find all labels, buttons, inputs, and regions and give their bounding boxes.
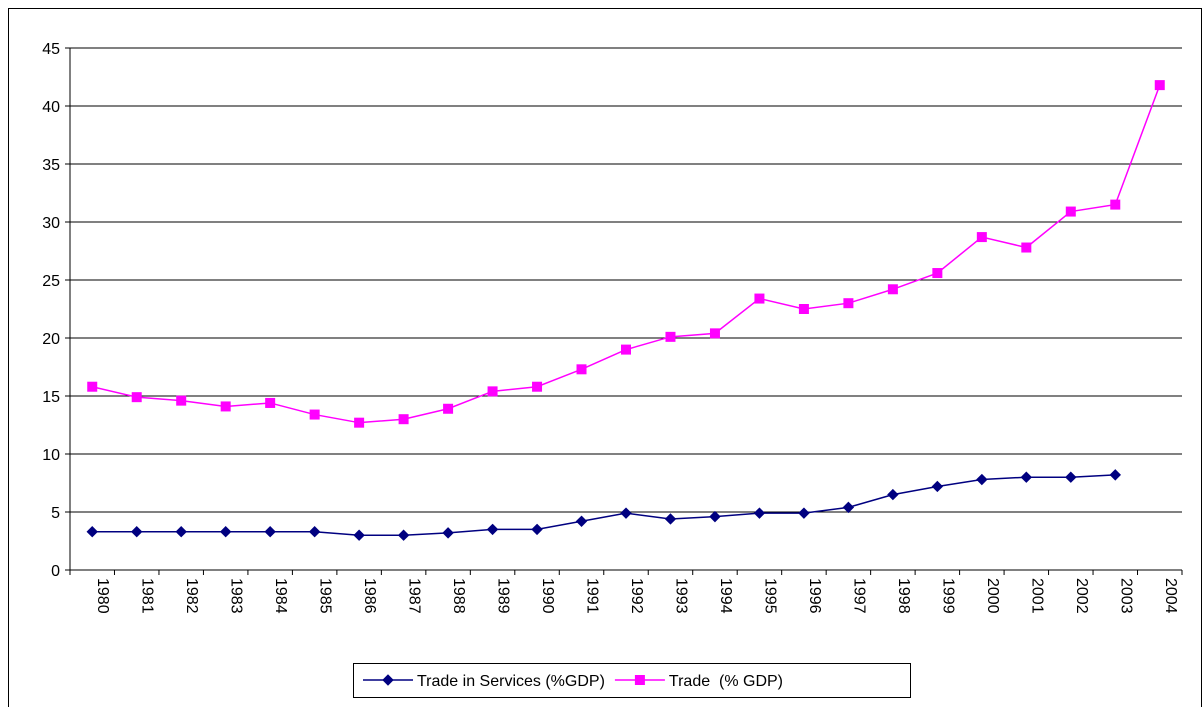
x-tick-label: 1998: [895, 578, 912, 614]
x-tick-label: 1993: [672, 578, 689, 614]
x-tick-label: 1992: [628, 578, 645, 614]
marker: [665, 331, 676, 342]
x-tick-label: 1982: [183, 578, 200, 614]
marker: [175, 526, 187, 538]
x-tick-label: 1986: [361, 578, 378, 614]
marker: [1021, 242, 1032, 253]
marker: [576, 364, 587, 375]
marker: [621, 344, 631, 355]
y-tick-label: 40: [42, 99, 60, 116]
marker: [131, 526, 143, 538]
x-tick-label: 1985: [317, 578, 334, 614]
marker: [1065, 471, 1077, 483]
x-tick-label: 1997: [850, 578, 867, 614]
y-tick-label: 10: [42, 447, 60, 464]
y-tick-label: 0: [51, 563, 60, 580]
y-tick-label: 20: [42, 331, 60, 348]
x-tick-label: 1991: [584, 578, 601, 614]
x-tick-label: 1981: [139, 578, 156, 614]
marker: [265, 397, 276, 408]
marker: [486, 523, 499, 536]
marker: [1020, 471, 1033, 483]
legend-label: Trade (% GDP): [669, 673, 783, 690]
chart-border: [8, 8, 1202, 712]
x-tick-label: 2001: [1028, 578, 1045, 614]
marker: [887, 488, 899, 501]
marker: [976, 473, 988, 486]
marker: [754, 293, 765, 304]
x-tick-label: 2000: [984, 578, 1001, 614]
legend-label: Trade in Services (%GDP): [417, 673, 605, 690]
x-tick-label: 1995: [761, 578, 778, 614]
x-tick-label: 1990: [539, 578, 556, 614]
marker: [382, 674, 394, 686]
marker: [264, 526, 276, 538]
marker: [664, 513, 677, 525]
marker: [86, 526, 98, 538]
series-line: [92, 474, 1116, 536]
x-tick-label: 1999: [939, 578, 956, 614]
marker: [308, 526, 321, 538]
marker: [1110, 199, 1121, 210]
x-tick-label: 1987: [406, 578, 423, 614]
marker: [1109, 469, 1121, 481]
marker: [532, 381, 543, 392]
marker: [709, 328, 720, 339]
y-tick-label: 5: [51, 505, 60, 522]
marker: [87, 381, 98, 392]
legend: Trade in Services (%GDP) Trade (% GDP): [353, 663, 911, 698]
marker: [443, 403, 454, 414]
marker: [1154, 80, 1165, 91]
marker: [575, 515, 588, 527]
marker: [976, 232, 987, 243]
marker: [887, 284, 898, 295]
marker: [353, 529, 365, 541]
y-tick-label: 15: [42, 389, 60, 406]
marker: [397, 529, 410, 541]
marker: [1065, 206, 1076, 217]
y-tick-label: 25: [42, 273, 60, 290]
marker: [309, 409, 320, 420]
marker: [798, 507, 810, 519]
marker: [442, 527, 454, 539]
marker: [634, 675, 645, 685]
x-tick-label: 2002: [1073, 578, 1090, 614]
marker: [220, 401, 231, 412]
marker: [487, 386, 498, 397]
marker: [531, 523, 543, 536]
marker: [131, 392, 142, 403]
x-tick-label: 1994: [717, 578, 734, 614]
x-tick-label: 1996: [806, 578, 823, 614]
marker: [176, 395, 187, 406]
x-tick-label: 1989: [495, 578, 512, 614]
marker: [843, 298, 854, 309]
marker: [753, 507, 766, 519]
x-tick-label: 2003: [1117, 578, 1134, 614]
y-tick-label: 35: [42, 157, 60, 174]
y-tick-label: 30: [42, 215, 60, 232]
x-tick-label: 1988: [450, 578, 467, 614]
x-tick-label: 1984: [272, 578, 289, 614]
marker: [620, 507, 632, 519]
x-tick-label: 2004: [1162, 578, 1179, 614]
marker: [219, 526, 232, 538]
marker: [398, 414, 409, 425]
marker: [932, 268, 943, 279]
x-tick-label: 1983: [228, 578, 245, 614]
x-tick-label: 1980: [94, 578, 111, 614]
y-tick-label: 45: [42, 41, 60, 58]
marker: [798, 304, 809, 314]
marker: [709, 510, 721, 523]
marker: [354, 417, 365, 428]
marker: [931, 480, 944, 493]
marker: [842, 501, 855, 514]
